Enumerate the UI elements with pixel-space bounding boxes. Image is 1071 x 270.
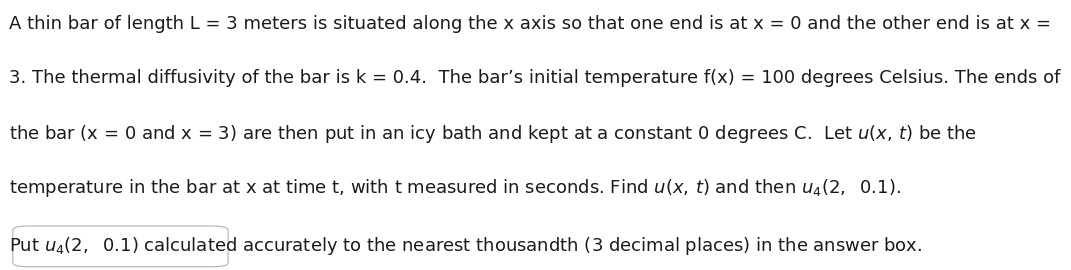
Text: A thin bar of length L = 3 meters is situated along the x axis so that one end i: A thin bar of length L = 3 meters is sit… [9,15,1051,33]
Text: temperature in the bar at x at time t, with t measured in seconds. Find $u(x,\,t: temperature in the bar at x at time t, w… [9,177,901,199]
Text: Put $u_4(2,\;\ 0.1)$ calculated accurately to the nearest thousandth (3 decimal : Put $u_4(2,\;\ 0.1)$ calculated accurate… [9,235,922,257]
Text: the bar (x = 0 and x = 3) are then put in an icy bath and kept at a constant 0 d: the bar (x = 0 and x = 3) are then put i… [9,123,977,145]
Text: 3. The thermal diffusivity of the bar is k = 0.4.  The bar’s initial temperature: 3. The thermal diffusivity of the bar is… [9,69,1060,87]
FancyBboxPatch shape [13,226,228,267]
